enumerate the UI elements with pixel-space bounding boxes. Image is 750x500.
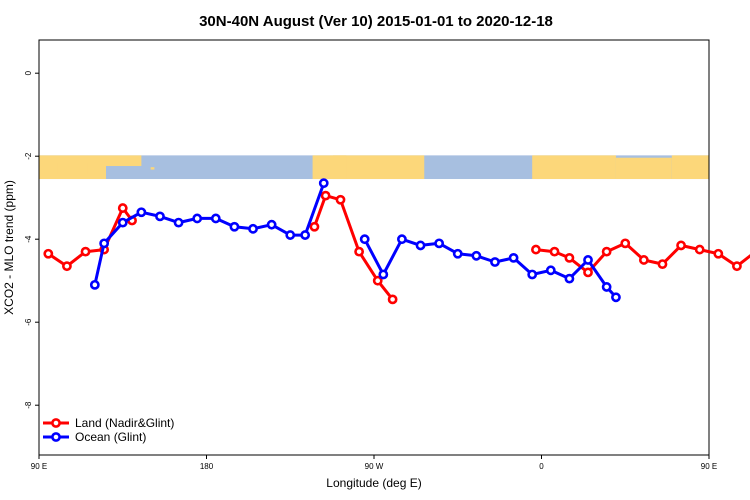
data-point — [397, 234, 407, 245]
data-point — [372, 275, 383, 286]
y-tick-label: -6 — [24, 318, 33, 326]
data-point — [62, 261, 72, 272]
map-land — [312, 155, 347, 180]
chart-title: 30N-40N August (Ver 10) 2015-01-01 to 20… — [199, 13, 553, 30]
data-point — [471, 250, 482, 261]
series-ocean — [89, 178, 621, 303]
data-point — [117, 203, 128, 213]
y-tick-label: -4 — [24, 235, 33, 243]
x-tick-label: 180 — [200, 462, 214, 471]
legend: Land (Nadir&Glint)Ocean (Glint) — [43, 416, 174, 444]
x-tick-label: 90 W — [365, 462, 384, 471]
map-land — [532, 155, 616, 180]
map-land — [333, 155, 425, 180]
data-point — [378, 269, 389, 280]
data-point — [564, 252, 575, 263]
data-point — [490, 257, 500, 267]
data-point — [136, 207, 147, 218]
map-land — [671, 155, 709, 180]
data-point — [309, 221, 320, 232]
x-axis-label: Longitude (deg E) — [326, 476, 421, 490]
data-point — [601, 246, 612, 257]
data-point — [248, 223, 258, 234]
world-map-strip — [39, 155, 709, 180]
data-point — [527, 269, 538, 280]
data-point — [354, 246, 365, 257]
y-tick-label: 0 — [24, 70, 33, 75]
data-point — [300, 230, 311, 240]
y-tick-label: -8 — [24, 401, 33, 409]
data-point — [564, 273, 575, 284]
data-point — [89, 279, 100, 290]
data-point — [43, 248, 54, 259]
data-point — [155, 211, 165, 222]
series-layer — [43, 178, 750, 305]
data-point — [531, 244, 541, 255]
legend-label: Land (Nadir&Glint) — [75, 416, 174, 430]
data-point — [285, 230, 296, 240]
data-point — [657, 259, 668, 269]
data-point — [266, 219, 277, 230]
data-point — [359, 234, 370, 245]
data-point — [434, 238, 445, 249]
map-land — [150, 167, 155, 170]
map-land — [615, 157, 672, 180]
data-point — [611, 292, 621, 303]
y-tick-label: -2 — [24, 152, 33, 160]
data-point — [318, 178, 329, 189]
data-point — [80, 246, 91, 257]
data-point — [415, 240, 426, 251]
x-tick-label: 90 E — [31, 462, 47, 471]
data-point — [173, 217, 184, 228]
legend-marker — [51, 418, 61, 428]
data-point — [229, 221, 240, 232]
data-point — [638, 255, 649, 265]
y-axis-label: XCO2 - MLO trend (ppm) — [2, 180, 16, 315]
data-point — [620, 238, 631, 249]
data-point — [713, 248, 724, 259]
data-point — [117, 217, 128, 228]
data-point — [694, 244, 705, 255]
data-point — [545, 265, 556, 276]
data-point — [732, 261, 742, 272]
x-tick-label: 0 — [539, 462, 544, 471]
x-tick-label: 90 E — [701, 462, 717, 471]
data-point — [583, 255, 593, 265]
data-point — [601, 282, 612, 292]
data-point — [508, 252, 519, 263]
map-land — [106, 155, 142, 167]
data-point — [676, 240, 686, 251]
legend-label: Ocean (Glint) — [75, 430, 146, 444]
legend-marker — [51, 432, 61, 442]
data-point — [320, 190, 331, 201]
data-point — [192, 213, 203, 224]
data-point — [335, 194, 346, 205]
x-axis: 90 E 180 90 W 0 90 E — [31, 455, 717, 471]
data-point — [549, 246, 560, 257]
data-point — [452, 248, 463, 259]
series-line — [93, 182, 618, 299]
data-point — [210, 213, 221, 224]
data-point — [387, 294, 398, 305]
data-point — [99, 238, 110, 249]
series-land — [43, 190, 750, 305]
map-land — [57, 162, 88, 175]
y-axis: 0 -2 -4 -6 -8 — [24, 70, 39, 409]
data-point — [583, 267, 593, 278]
